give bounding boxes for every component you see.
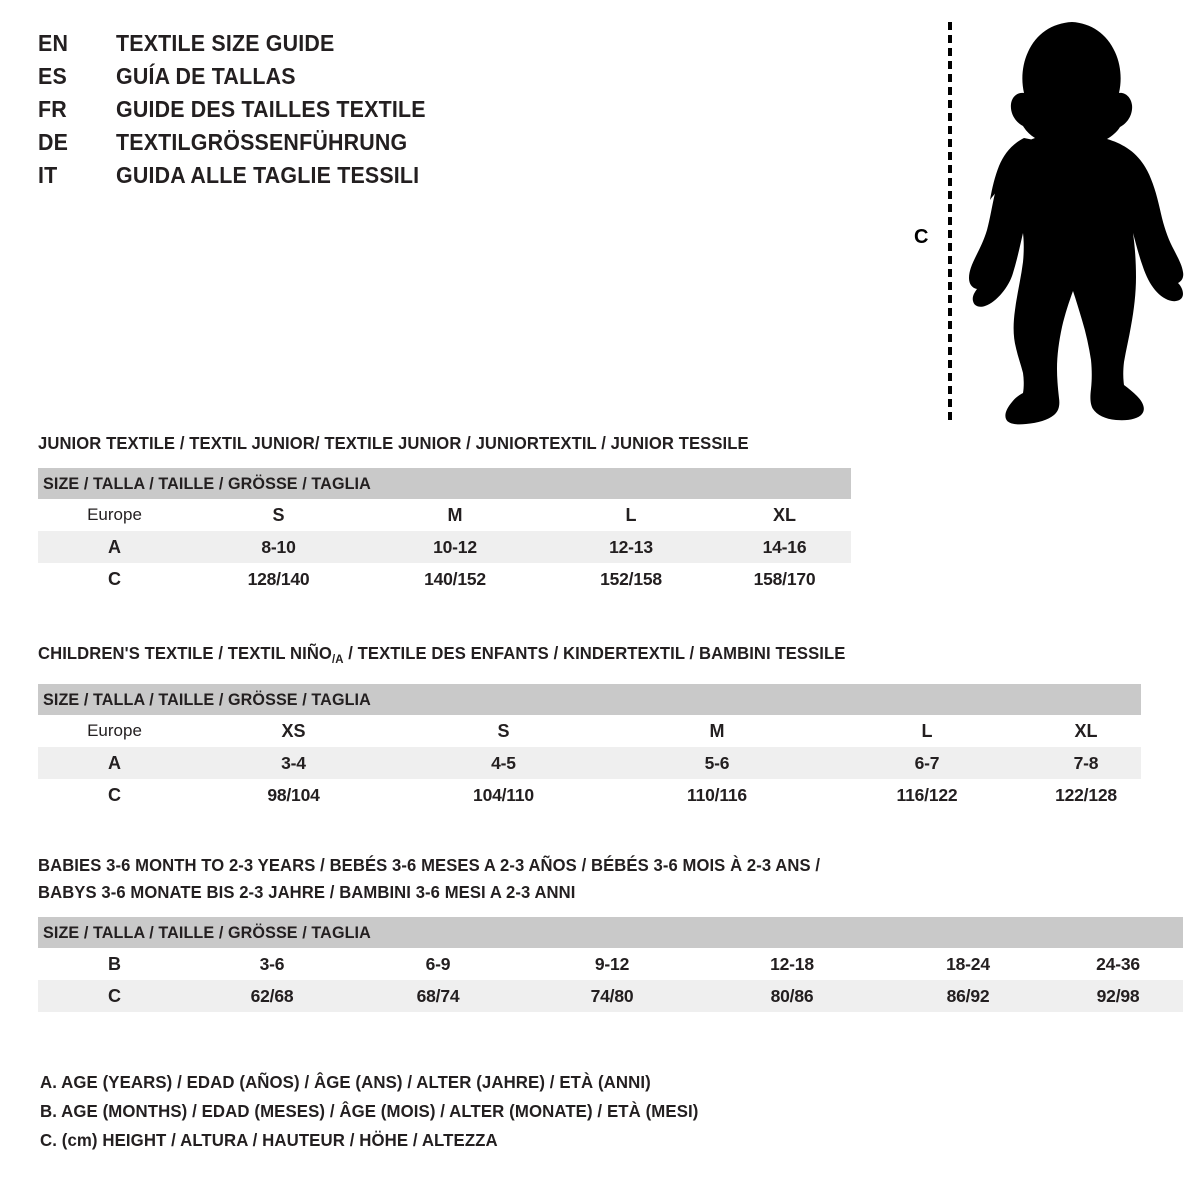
height-measurement-figure: C [900, 8, 1190, 433]
table-cell: 62/68 [191, 980, 353, 1012]
language-header-block: EN TEXTILE SIZE GUIDE ES GUÍA DE TALLAS … [38, 30, 558, 195]
band-header-label: SIZE / TALLA / TAILLE / GRÖSSE / TAGLIA [43, 922, 371, 942]
table-cell: 6-7 [823, 747, 1031, 779]
language-code: DE [38, 129, 69, 155]
junior-size-table: SIZE / TALLA / TAILLE / GRÖSSE / TAGLIA … [38, 468, 851, 595]
column-header: M [709, 720, 725, 741]
column-header: L [625, 504, 637, 525]
table-row: Europe XS S M L XL [38, 715, 1141, 747]
table-cell: 140/152 [424, 568, 486, 589]
section-title-subscript: /A [331, 652, 344, 666]
table-cell: 9-12 [594, 953, 630, 974]
language-title: TEXTILGRÖSSENFÜHRUNG [116, 129, 408, 155]
language-title: TEXTILE SIZE GUIDE [116, 30, 335, 56]
language-code: EN [38, 30, 69, 56]
language-title: GUIDA ALLE TAGLIE TESSILI [116, 162, 420, 188]
language-row-en: EN TEXTILE SIZE GUIDE [38, 30, 558, 63]
height-dashed-line [948, 22, 952, 422]
table-row: Europe S M L XL [38, 499, 851, 531]
table-cell: 24-36 [1096, 953, 1140, 974]
section-title-line1: BABIES 3-6 MONTH TO 2-3 YEARS / BEBÉS 3-… [38, 855, 821, 875]
row-label: A [38, 747, 191, 779]
table-cell: 12-13 [544, 531, 718, 563]
row-label: C [38, 980, 191, 1012]
language-row-it: IT GUIDA ALLE TAGLIE TESSILI [38, 162, 558, 195]
table-cell: 5-6 [611, 747, 823, 779]
height-measure-label: C [914, 226, 929, 248]
table-cell: 18-24 [946, 953, 990, 974]
legend-block: A. AGE (YEARS) / EDAD (AÑOS) / ÂGE (ANS)… [40, 1068, 940, 1155]
table-cell: 12-18 [770, 953, 814, 974]
table-cell: 80/86 [701, 980, 883, 1012]
table-band-header: SIZE / TALLA / TAILLE / GRÖSSE / TAGLIA [38, 468, 851, 499]
language-code: IT [38, 162, 58, 188]
table-band-header: SIZE / TALLA / TAILLE / GRÖSSE / TAGLIA [38, 684, 1141, 715]
row-label: A [38, 531, 191, 563]
table-cell: 8-10 [191, 531, 366, 563]
column-header: L [921, 720, 933, 741]
legend-line-a: A. AGE (YEARS) / EDAD (AÑOS) / ÂGE (ANS)… [40, 1072, 651, 1092]
table-cell: 86/92 [883, 980, 1053, 1012]
table-row: C 128/140 140/152 152/158 158/170 [38, 563, 851, 595]
column-header: XL [1074, 720, 1098, 741]
table-band-header: SIZE / TALLA / TAILLE / GRÖSSE / TAGLIA [38, 917, 1184, 948]
section-title: CHILDREN'S TEXTILE / TEXTIL NIÑO/A / TEX… [38, 640, 1086, 673]
table-cell: 68/74 [353, 980, 523, 1012]
band-header-label: SIZE / TALLA / TAILLE / GRÖSSE / TAGLIA [43, 473, 371, 493]
legend-line-b: B. AGE (MONTHS) / EDAD (MESES) / ÂGE (MO… [40, 1101, 699, 1121]
table-cell: 7-8 [1031, 747, 1141, 779]
column-header: XS [281, 720, 306, 741]
row-label: B [108, 953, 121, 974]
section-babies-textile: BABIES 3-6 MONTH TO 2-3 YEARS / BEBÉS 3-… [38, 852, 1184, 1012]
table-row: A 3-4 4-5 5-6 6-7 7-8 [38, 747, 1141, 779]
table-cell: 128/140 [247, 568, 310, 589]
table-cell: 116/122 [896, 784, 958, 805]
table-cell: 104/110 [473, 784, 534, 805]
table-cell: 4-5 [396, 747, 611, 779]
language-code: FR [38, 96, 67, 122]
section-title: JUNIOR TEXTILE / TEXTIL JUNIOR/ TEXTILE … [38, 433, 749, 453]
table-cell: 3-6 [259, 953, 285, 974]
table-row: C 62/68 68/74 74/80 80/86 86/92 92/98 [38, 980, 1184, 1012]
column-header: S [272, 504, 285, 525]
table-cell: 158/170 [753, 568, 816, 589]
language-row-fr: FR GUIDE DES TAILLES TEXTILE [38, 96, 558, 129]
language-row-de: DE TEXTILGRÖSSENFÜHRUNG [38, 129, 558, 162]
table-cell: 6-9 [425, 953, 451, 974]
table-cell: 110/116 [687, 784, 747, 805]
table-row: C 98/104 104/110 110/116 116/122 122/128 [38, 779, 1141, 811]
row-label: Europe [87, 721, 142, 740]
section-title-part1: CHILDREN'S TEXTILE / TEXTIL NIÑO [38, 643, 332, 663]
table-cell: 122/128 [1055, 784, 1117, 805]
band-header-label: SIZE / TALLA / TAILLE / GRÖSSE / TAGLIA [43, 689, 371, 709]
table-cell: 98/104 [267, 784, 320, 805]
child-silhouette-icon [969, 22, 1184, 425]
table-cell: 92/98 [1053, 980, 1184, 1012]
column-header: M [447, 504, 463, 525]
table-cell: 14-16 [718, 531, 851, 563]
section-title-part2: / TEXTILE DES ENFANTS / KINDERTEXTIL / B… [343, 643, 846, 663]
table-row: A 8-10 10-12 12-13 14-16 [38, 531, 851, 563]
row-label: C [108, 784, 121, 805]
children-size-table: SIZE / TALLA / TAILLE / GRÖSSE / TAGLIA … [38, 684, 1141, 811]
table-cell: 152/158 [600, 568, 662, 589]
section-childrens-textile: CHILDREN'S TEXTILE / TEXTIL NIÑO/A / TEX… [38, 640, 1141, 811]
row-label: C [108, 568, 121, 589]
table-cell: 74/80 [523, 980, 701, 1012]
section-title-line2: BABYS 3-6 MONATE BIS 2-3 JAHRE / BAMBINI… [38, 882, 576, 902]
language-title: GUIDE DES TAILLES TEXTILE [116, 96, 426, 122]
row-label: Europe [87, 505, 142, 524]
babies-size-table: SIZE / TALLA / TAILLE / GRÖSSE / TAGLIA … [38, 917, 1184, 1012]
table-cell: 10-12 [366, 531, 544, 563]
language-title: GUÍA DE TALLAS [116, 63, 296, 89]
table-cell: 3-4 [191, 747, 396, 779]
column-header: XL [772, 504, 796, 525]
table-row: B 3-6 6-9 9-12 12-18 18-24 24-36 [38, 948, 1183, 980]
section-junior-textile: JUNIOR TEXTILE / TEXTIL JUNIOR/ TEXTILE … [38, 430, 851, 595]
language-code: ES [38, 63, 67, 89]
language-row-es: ES GUÍA DE TALLAS [38, 63, 558, 96]
column-header: S [497, 720, 510, 741]
legend-line-c: C. (cm) HEIGHT / ALTURA / HAUTEUR / HÖHE… [40, 1130, 498, 1150]
